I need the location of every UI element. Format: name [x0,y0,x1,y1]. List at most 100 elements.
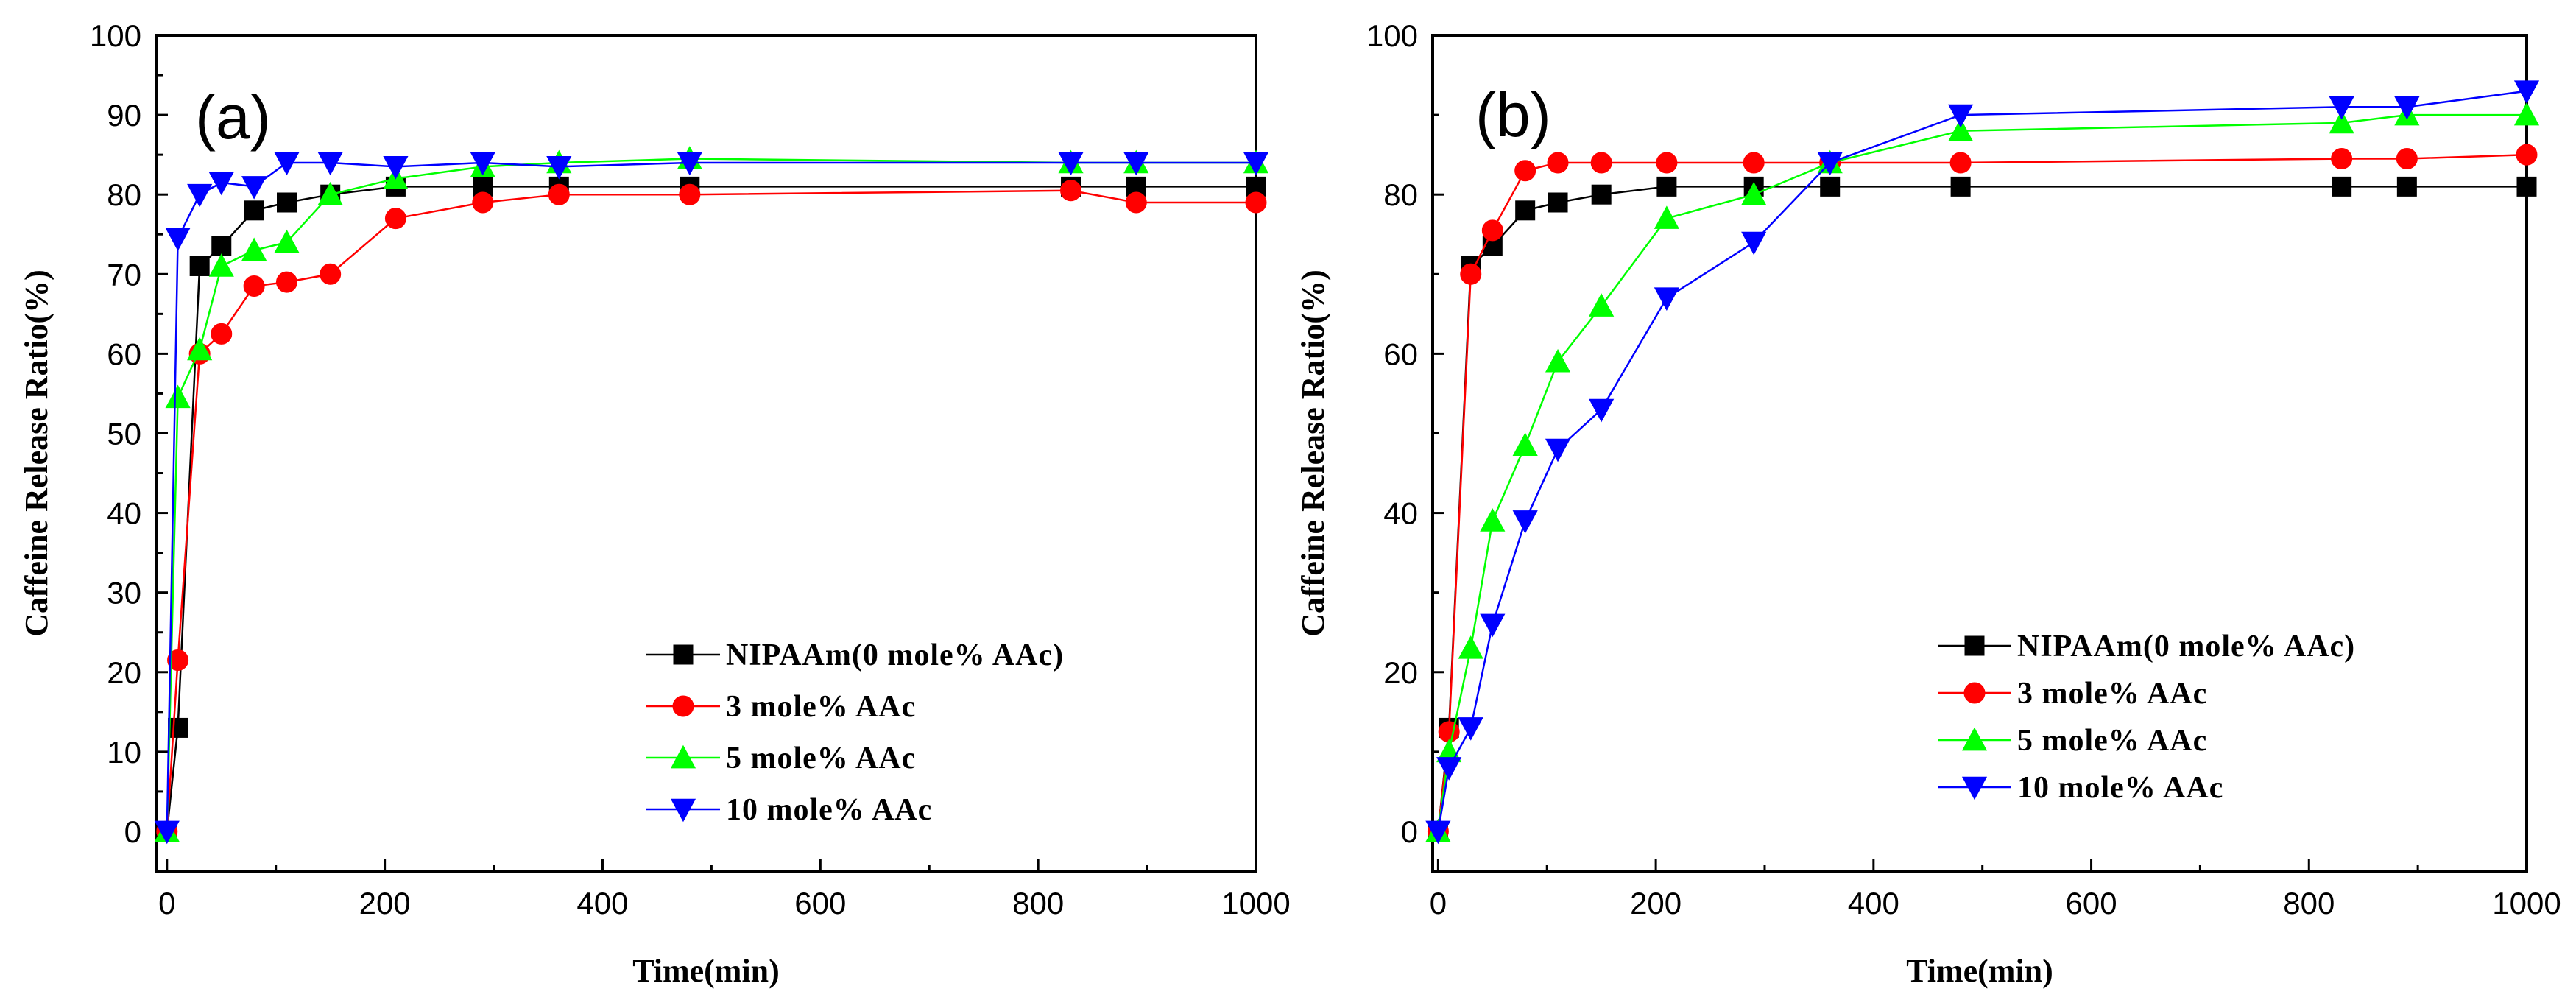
data-point [2396,148,2418,170]
data-point [154,820,180,845]
legend-marker [1964,635,1985,656]
x-tick-label: 0 [158,886,175,920]
legend-marker [1961,727,1988,751]
data-point [208,253,234,277]
data-point [1480,613,1506,638]
data-point [383,156,409,180]
legend-label: NIPAAm(0 mole% AAc) [2017,630,2355,663]
data-point [1949,152,1972,174]
data-point [384,208,406,230]
series-3 [1425,80,2540,845]
x-tick-label: 600 [2066,886,2117,920]
data-point [211,236,232,256]
panel-b: 0 200 400 600 800 1000 0 20 40 60 80 100 Time(min) Ca… [1295,18,2561,989]
data-point [1436,757,1462,781]
data-point [1656,152,1678,174]
data-point [546,156,572,180]
y-tick-label: 0 [1401,814,1418,849]
legend-marker [1961,776,1988,800]
data-point [2331,148,2353,170]
y-tick-label: 100 [1366,18,1418,53]
series-line [1437,113,2527,832]
data-point [187,337,213,361]
x-tick-label: 200 [1630,886,1682,920]
panel-label: (a) [195,82,271,152]
legend-marker [670,744,696,769]
legend-label: 10 mole% AAc [726,793,932,827]
data-point [2329,110,2354,134]
y-tick-label: 20 [107,655,141,690]
series-line [166,189,1256,832]
data-point [317,181,343,205]
plot-frame [155,34,1257,873]
series-line [1437,186,2527,832]
x-tick-label: 0 [1430,886,1447,920]
data-point [1591,184,1612,205]
data-point [1743,152,1765,174]
legend: NIPAAm(0 mole% AAc) 3 mole% AAc 5 mole% AA… [1938,630,2355,805]
y-tick-label: 30 [107,576,141,610]
legend-label: 5 mole% AAc [726,742,916,775]
y-tick-label: 0 [124,814,141,849]
data-point [1060,180,1082,202]
y-tick-label: 50 [107,416,141,451]
legend-marker [673,644,694,665]
data-point [189,256,210,276]
series-line [1437,153,2527,832]
data-point [276,271,298,293]
legend-marker [1963,682,1986,704]
x-tick-label: 600 [794,886,846,920]
data-point [187,183,213,208]
legend-marker [670,798,696,823]
legend: NIPAAm(0 mole% AAc) 3 mole% AAc 5 mole% AA… [646,638,1063,827]
data-point [677,152,702,176]
data-point [1460,263,1482,285]
data-point [1654,287,1679,311]
data-point [167,649,189,672]
data-point [241,237,267,261]
data-point [2394,96,2420,120]
panel-a: 0 200 400 600 800 1000 0 10 20 30 40 50 60 70 80 90 100 T… [18,18,1291,989]
y-tick-label: 10 [107,735,141,770]
data-point [2329,96,2354,120]
y-tick-label: 40 [107,496,141,531]
x-tick-label: 800 [2283,886,2335,920]
y-tick-label: 90 [107,98,141,133]
series-0 [1428,176,2537,842]
data-point [1545,348,1571,373]
x-tick-label: 400 [1848,886,1899,920]
data-point [1458,635,1483,659]
data-point [1512,432,1538,457]
series-line [166,158,1256,831]
data-point [1245,191,1267,214]
data-point [1741,231,1767,256]
legend-label: 3 mole% AAc [2017,677,2207,711]
series-line [166,161,1256,831]
series-2 [1425,102,2540,842]
x-tick-label: 200 [359,886,411,920]
data-point [1545,438,1571,462]
data-point [1480,508,1506,532]
data-point [274,152,300,176]
data-point [1123,152,1149,176]
data-point [317,152,343,176]
y-tick-label: 60 [1383,337,1418,371]
data-point [1515,200,1536,221]
data-point [1425,820,1451,845]
data-point [1514,160,1536,182]
data-point [1458,717,1483,741]
data-point [1820,176,1841,197]
data-point [679,183,701,205]
x-axis-title: Time(min) [1906,953,2053,989]
series-line [1437,90,2527,832]
data-point [241,176,267,200]
data-point [548,183,570,205]
data-point [1589,398,1615,423]
x-tick-label: 1000 [1221,886,1290,920]
data-point [1548,192,1568,213]
data-point [244,200,264,221]
y-tick-label: 40 [1383,496,1418,531]
y-tick-label: 80 [1383,177,1418,212]
data-point [320,263,342,285]
